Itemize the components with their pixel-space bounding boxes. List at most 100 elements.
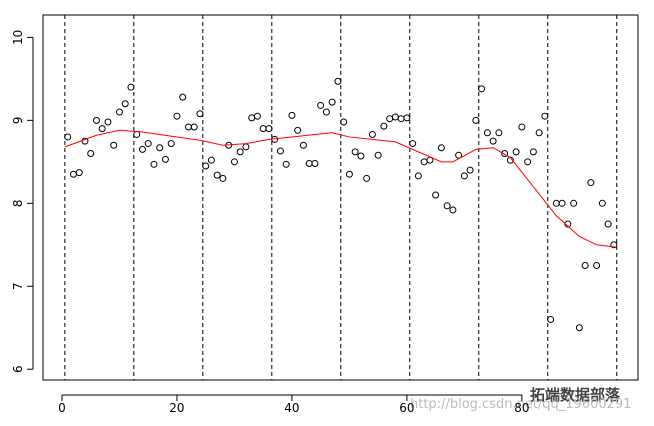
point xyxy=(133,130,141,138)
point xyxy=(288,111,296,119)
point xyxy=(460,172,468,180)
point xyxy=(294,126,302,134)
point xyxy=(351,148,359,156)
point xyxy=(478,85,486,93)
point xyxy=(501,150,509,158)
point xyxy=(547,315,555,323)
point xyxy=(190,123,198,131)
point xyxy=(242,143,250,151)
point xyxy=(98,125,106,133)
point xyxy=(541,112,549,120)
point xyxy=(276,147,284,155)
point xyxy=(213,171,221,179)
y-tick-label: 8 xyxy=(11,199,25,207)
point xyxy=(604,220,612,228)
point xyxy=(248,114,256,122)
point xyxy=(489,137,497,145)
point xyxy=(179,93,187,101)
point xyxy=(558,199,566,207)
point xyxy=(512,148,520,156)
point xyxy=(322,108,330,116)
point xyxy=(610,241,618,249)
point xyxy=(161,155,169,163)
point xyxy=(236,148,244,156)
point xyxy=(92,116,100,124)
point xyxy=(184,123,192,131)
point xyxy=(483,129,491,137)
point xyxy=(115,108,123,116)
point xyxy=(156,144,164,152)
y-tick-label: 9 xyxy=(11,117,25,125)
point xyxy=(121,100,129,108)
x-tick-label: 0 xyxy=(58,401,66,415)
point xyxy=(253,112,261,120)
point xyxy=(414,172,422,180)
point xyxy=(282,160,290,168)
y-tick-label: 6 xyxy=(11,365,25,373)
point xyxy=(144,140,152,148)
point xyxy=(495,129,503,137)
point xyxy=(357,152,365,160)
watermark-url: http://blog.csdn.net/qq_19600291 xyxy=(410,397,631,412)
point xyxy=(437,144,445,152)
point xyxy=(391,113,399,121)
x-tick-label: 80 xyxy=(514,401,529,415)
watermark: 拓端数据部落 xyxy=(530,386,621,404)
point xyxy=(535,129,543,137)
y-tick-label: 7 xyxy=(11,282,25,290)
point xyxy=(317,101,325,109)
point xyxy=(466,166,474,174)
point xyxy=(552,199,560,207)
point xyxy=(219,174,227,182)
point xyxy=(87,150,95,158)
point xyxy=(305,159,313,167)
point xyxy=(363,174,371,182)
point xyxy=(334,77,342,85)
point xyxy=(518,123,526,131)
point xyxy=(110,141,118,149)
point xyxy=(75,169,83,177)
point xyxy=(340,118,348,126)
point xyxy=(575,324,583,332)
point xyxy=(529,148,537,156)
point xyxy=(328,98,336,106)
point xyxy=(345,170,353,178)
point xyxy=(299,141,307,149)
point xyxy=(380,122,388,130)
point xyxy=(167,140,175,148)
point xyxy=(593,262,601,270)
point xyxy=(581,262,589,270)
x-tick-label: 20 xyxy=(169,401,184,415)
point xyxy=(432,191,440,199)
point xyxy=(69,170,77,178)
point xyxy=(265,125,273,133)
point xyxy=(403,114,411,122)
x-tick-label: 40 xyxy=(284,401,299,415)
point xyxy=(570,199,578,207)
point xyxy=(368,130,376,138)
y-tick-label: 10 xyxy=(11,30,25,45)
point xyxy=(173,112,181,120)
x-tick-label: 60 xyxy=(399,401,414,415)
point xyxy=(420,158,428,166)
point xyxy=(207,156,215,164)
point xyxy=(397,115,405,123)
point xyxy=(196,110,204,118)
point xyxy=(138,145,146,153)
point xyxy=(409,140,417,148)
point xyxy=(386,115,394,123)
point xyxy=(374,151,382,159)
point xyxy=(202,162,210,170)
point xyxy=(587,179,595,187)
point xyxy=(443,202,451,210)
smooth-line xyxy=(64,129,617,248)
point xyxy=(524,158,532,166)
point xyxy=(230,158,238,166)
point xyxy=(104,118,112,126)
point xyxy=(472,116,480,124)
point xyxy=(64,133,72,141)
point xyxy=(150,160,158,168)
point xyxy=(311,159,319,167)
point xyxy=(259,125,267,133)
